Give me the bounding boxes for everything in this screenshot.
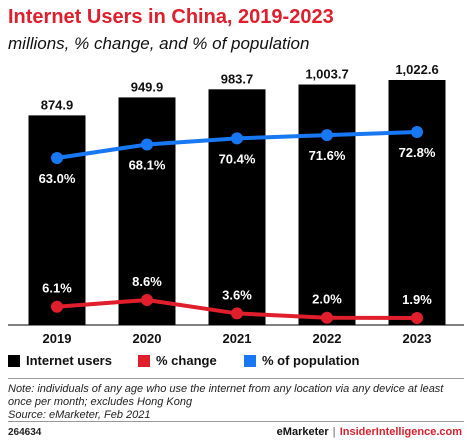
- legend-item-pct-population: % of population: [244, 353, 359, 368]
- footnote-note: Note: individuals of any age who use the…: [8, 383, 444, 408]
- bar-value-label: 1,022.6: [395, 62, 438, 77]
- x-tick-label: 2020: [133, 331, 162, 346]
- point-pct-population: [411, 126, 423, 138]
- bar-internet-users: [118, 97, 176, 326]
- label-pct-population: 72.8%: [399, 145, 436, 160]
- label-pct-change: 8.6%: [132, 274, 162, 289]
- point-pct-population: [231, 132, 243, 145]
- label-pct-change: 1.9%: [402, 292, 432, 307]
- label-pct-population: 70.4%: [219, 151, 256, 166]
- label-pct-population: 63.0%: [39, 171, 76, 186]
- x-tick-label: 2019: [43, 331, 72, 346]
- chart-id: 264634: [8, 427, 42, 438]
- bar-internet-users: [298, 84, 356, 325]
- label-pct-population: 71.6%: [309, 148, 346, 163]
- chart-legend: Internet users % change % of population: [8, 353, 468, 371]
- label-pct-change: 6.1%: [42, 281, 72, 296]
- bar-value-label: 983.7: [221, 71, 254, 86]
- footnote-source: Source: eMarketer, Feb 2021: [8, 409, 151, 421]
- bar-internet-users: [388, 80, 446, 325]
- divider-bottom: [8, 421, 464, 422]
- point-pct-change: [411, 312, 423, 324]
- brand-separator: |: [332, 426, 336, 438]
- x-tick-label: 2022: [313, 331, 342, 346]
- point-pct-change: [321, 311, 333, 324]
- bar-value-label: 874.9: [41, 97, 74, 112]
- footer-brand: eMarketer | InsiderIntelligence.com: [277, 426, 462, 438]
- point-pct-change: [51, 300, 63, 313]
- chart-subtitle: millions, % change, and % of population: [8, 34, 310, 53]
- legend-item-internet-users: Internet users: [8, 353, 112, 368]
- chart-title: Internet Users in China, 2019-2023: [8, 6, 334, 28]
- point-pct-population: [141, 138, 153, 151]
- legend-label-pct-change: % change: [156, 353, 217, 368]
- bar-internet-users: [28, 115, 86, 326]
- point-pct-change: [141, 294, 153, 306]
- bar-internet-users: [208, 89, 266, 325]
- point-pct-change: [231, 307, 243, 320]
- label-pct-change: 3.6%: [222, 287, 252, 302]
- legend-label-pct-population: % of population: [262, 353, 360, 368]
- bar-value-label: 1,003.7: [305, 67, 348, 82]
- point-pct-population: [51, 152, 63, 164]
- x-tick-label: 2023: [403, 331, 432, 346]
- label-pct-change: 2.0%: [312, 292, 342, 307]
- brand-emarketer: eMarketer: [276, 426, 329, 438]
- legend-swatch-pct-change: [138, 354, 150, 367]
- label-pct-population: 68.1%: [129, 157, 166, 172]
- x-tick-label: 2021: [223, 331, 252, 346]
- chart-plot: 874.9 949.9 983.7 1,003.7 1,022.6 63.0% 68.1% 7…: [8, 62, 464, 346]
- bar-value-label: 949.9: [131, 79, 164, 94]
- legend-swatch-internet-users: [8, 354, 20, 367]
- legend-item-pct-change: % change: [138, 353, 217, 368]
- legend-swatch-pct-population: [244, 354, 256, 367]
- point-pct-population: [321, 129, 333, 142]
- footnote: Note: individuals of any age who use the…: [8, 383, 464, 422]
- legend-label-internet-users: Internet users: [26, 353, 112, 368]
- brand-insider-intelligence: InsiderIntelligence.com: [339, 426, 462, 438]
- divider-top: [8, 378, 464, 379]
